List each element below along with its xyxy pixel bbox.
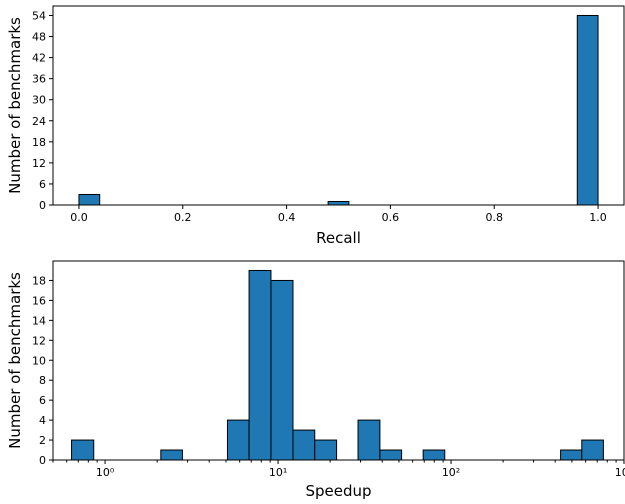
speedup-bar-4 [270, 279, 294, 461]
speedup-y-tick-label-3: 6 [39, 394, 46, 407]
speedup-y-axis-label: Number of benchmarks [6, 272, 24, 449]
recall-y-tick-label-3: 18 [32, 136, 46, 149]
recall-x-tick-label-4: 0.8 [485, 211, 503, 224]
speedup-bars [71, 269, 604, 461]
recall-plot-frame [52, 5, 625, 206]
speedup-x-tick-label-2: 10² [442, 466, 460, 479]
recall-x-tick-label-0: 0.0 [70, 211, 88, 224]
speedup-y-tick-label-7: 14 [32, 314, 46, 327]
speedup-bar-6 [314, 439, 338, 461]
speedup-y-tick-label-9: 18 [32, 274, 46, 287]
speedup-bar-11 [581, 439, 604, 461]
recall-y-tick-label-6: 36 [32, 73, 46, 86]
recall-y-axis: 0 6 12 18 24 30 36 42 48 54 [32, 9, 53, 212]
speedup-histogram: 10⁰ 10¹ 10² 10³ 0 2 4 6 8 10 12 14 16 18 Speedup Num… [6, 260, 625, 500]
speedup-x-tick-label-1: 10¹ [269, 466, 287, 479]
speedup-x-axis: 10⁰ 10¹ 10² 10³ [52, 460, 625, 479]
recall-y-tick-label-4: 24 [32, 115, 46, 128]
recall-x-axis: 0.0 0.2 0.4 0.6 0.8 1.0 [70, 205, 607, 224]
recall-y-tick-label-5: 30 [32, 94, 46, 107]
recall-x-tick-label-5: 1.0 [589, 211, 607, 224]
speedup-y-tick-label-0: 0 [39, 454, 46, 467]
recall-y-axis-label: Number of benchmarks [6, 17, 24, 194]
recall-bar-0 [78, 193, 101, 206]
recall-x-tick-label-3: 0.6 [382, 211, 400, 224]
speedup-bar-7 [357, 419, 381, 461]
speedup-bar-10 [560, 449, 583, 461]
recall-bar-2 [576, 14, 599, 206]
speedup-bar-1 [160, 449, 183, 461]
recall-y-tick-label-2: 12 [32, 157, 46, 170]
recall-y-tick-label-8: 48 [32, 31, 46, 44]
recall-bar-1 [327, 200, 350, 206]
recall-x-tick-label-1: 0.2 [174, 211, 192, 224]
recall-y-tick-label-9: 54 [32, 9, 46, 22]
speedup-y-axis: 0 2 4 6 8 10 12 14 16 18 [32, 274, 53, 467]
speedup-x-tick-label-0: 10⁰ [96, 466, 115, 479]
speedup-bar-5 [292, 429, 316, 461]
speedup-y-tick-label-2: 4 [39, 414, 46, 427]
speedup-x-tick-label-3: 10³ [615, 466, 625, 479]
recall-histogram: 0.0 0.2 0.4 0.6 0.8 1.0 0 6 12 18 24 30 36 42 48 54 Re… [6, 5, 625, 247]
speedup-bar-3 [248, 269, 272, 461]
recall-bars [78, 14, 599, 206]
recall-y-tick-label-7: 42 [32, 52, 46, 65]
speedup-y-tick-label-6: 12 [32, 334, 46, 347]
recall-y-tick-label-0: 0 [39, 199, 46, 212]
speedup-bar-2 [226, 419, 250, 461]
speedup-plot-frame [52, 260, 625, 461]
recall-y-tick-label-1: 6 [39, 178, 46, 191]
speedup-x-axis-label: Speedup [305, 482, 371, 500]
speedup-y-tick-label-5: 10 [32, 354, 46, 367]
speedup-y-tick-label-1: 2 [39, 434, 46, 447]
recall-x-axis-label: Recall [316, 229, 361, 247]
speedup-y-tick-label-4: 8 [39, 374, 46, 387]
speedup-y-tick-label-8: 16 [32, 294, 46, 307]
speedup-bar-8 [379, 449, 403, 461]
recall-x-tick-label-2: 0.4 [278, 211, 296, 224]
speedup-bar-0 [71, 439, 95, 461]
speedup-bar-9 [422, 449, 446, 461]
